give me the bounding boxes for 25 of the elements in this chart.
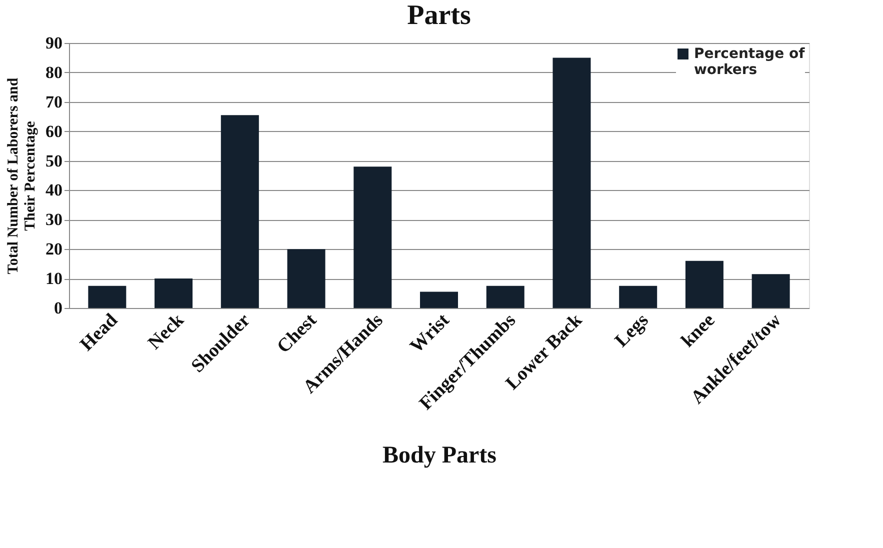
bar: [552, 58, 591, 308]
chart-title: Parts: [407, 0, 471, 31]
bar: [354, 166, 392, 308]
bar: [685, 260, 724, 308]
bar: [752, 274, 790, 308]
y-tick-label: 40: [46, 180, 62, 200]
bar: [619, 286, 658, 308]
y-axis-title: Total Number of Laborers and Their Percentage: [6, 77, 38, 274]
y-tick-label: 10: [46, 269, 62, 288]
y-tick-label: 20: [46, 240, 62, 259]
bar: [220, 115, 259, 308]
bar: [486, 286, 524, 308]
y-tick-label: 90: [46, 34, 62, 52]
y-tick-label: 60: [46, 122, 62, 141]
legend-label: Percentage of workers: [694, 46, 806, 78]
bar: [420, 292, 458, 308]
x-axis-title: Body Parts: [382, 442, 496, 469]
y-tick-label: 0: [54, 298, 62, 318]
y-tick-label: 80: [46, 62, 62, 82]
y-tick-label: 30: [46, 210, 62, 230]
bar: [88, 286, 126, 308]
y-tick-label: 70: [46, 92, 62, 112]
bar: [287, 249, 326, 308]
y-tick-label: 50: [46, 151, 62, 170]
bar: [154, 278, 193, 308]
